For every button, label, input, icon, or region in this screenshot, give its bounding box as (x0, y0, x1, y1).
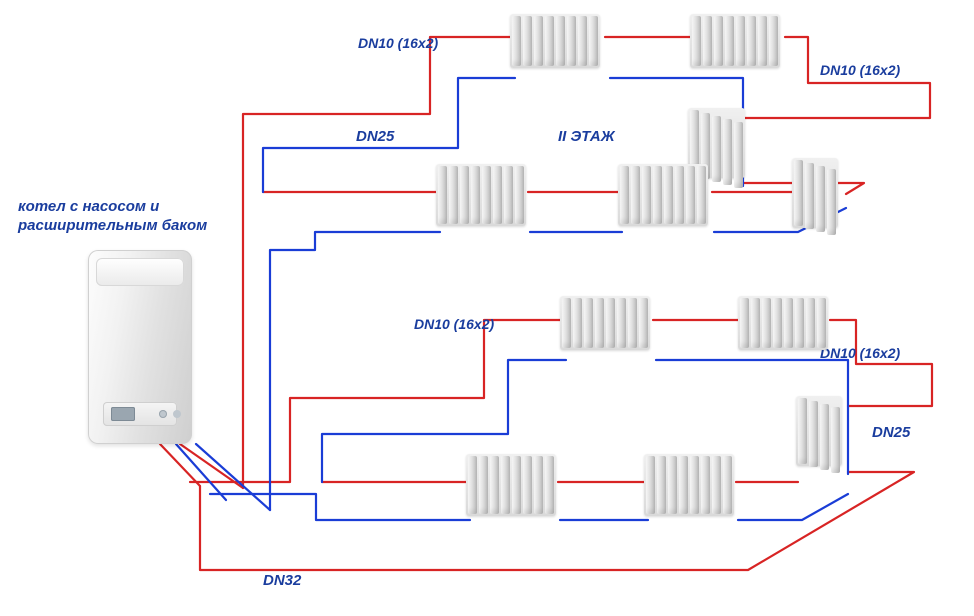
radiator-r10 (466, 454, 556, 516)
radiator-r8 (738, 296, 828, 350)
radiator-r2 (690, 14, 780, 68)
radiator-r7 (560, 296, 650, 350)
label-floor-2: II ЭТАЖ (558, 128, 615, 145)
label-dn10-mid-right: DN10 (16x2) (820, 345, 900, 361)
label-dn25-lower: DN25 (872, 424, 910, 441)
radiator-r4 (436, 164, 526, 226)
radiator-r9 (796, 396, 842, 466)
boiler-control-panel (103, 402, 177, 426)
radiator-r5 (618, 164, 708, 226)
boiler-unit (88, 250, 192, 444)
radiator-r11 (644, 454, 734, 516)
radiator-r6 (792, 158, 838, 228)
boiler-caption: котел с насосом и расширительным баком (18, 198, 207, 236)
label-dn10-top-right: DN10 (16x2) (820, 62, 900, 78)
radiator-r1 (510, 14, 600, 68)
label-dn32: DN32 (263, 572, 301, 589)
label-dn25-upper: DN25 (356, 128, 394, 145)
boiler-caption-line1: котел с насосом и (18, 198, 159, 215)
boiler-caption-line2: расширительным баком (18, 217, 207, 234)
label-dn10-mid-left: DN10 (16x2) (414, 316, 494, 332)
label-dn10-top-left: DN10 (16x2) (358, 35, 438, 51)
